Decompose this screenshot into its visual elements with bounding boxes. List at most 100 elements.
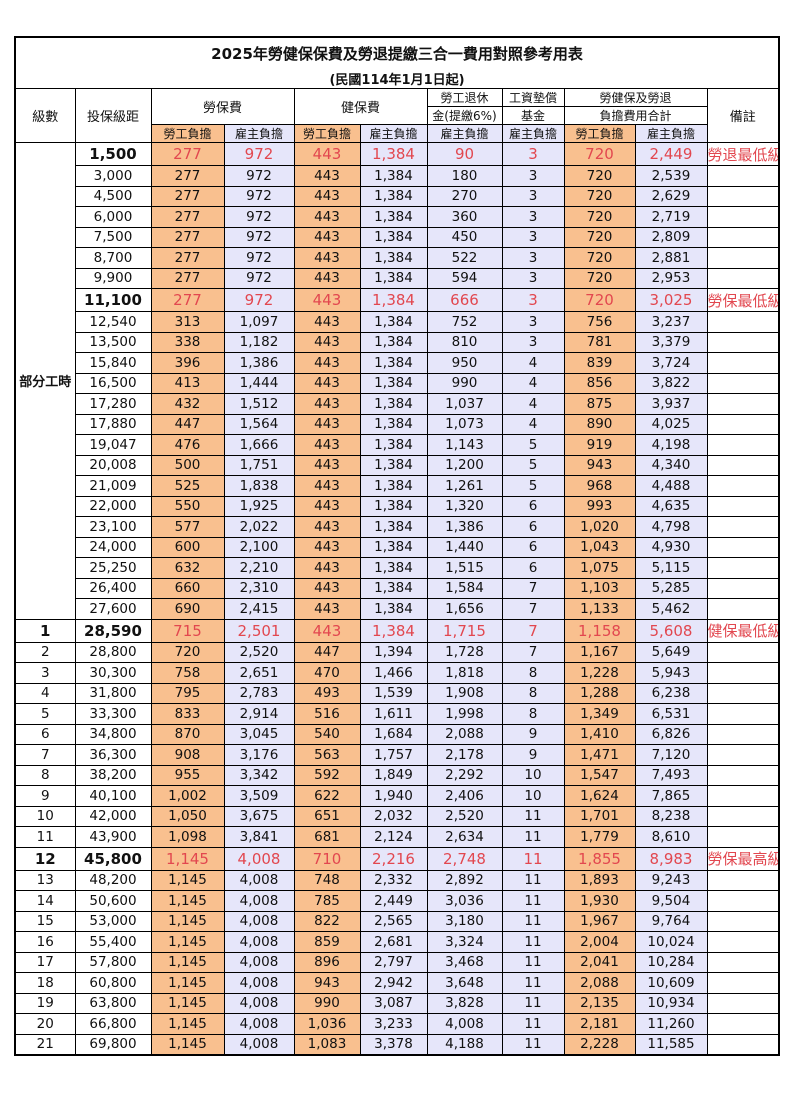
- header-health-worker: 勞工負擔: [293, 124, 361, 143]
- cell-health-employer: 1,394: [359, 641, 428, 663]
- cell-remark: [706, 434, 780, 456]
- header-insured-amount: 投保級距: [74, 88, 152, 143]
- table-title: 2025年勞健保保費及勞退提繳三合一費用對照參考用表: [14, 36, 780, 68]
- cell-health-worker: 443: [293, 393, 361, 415]
- cell-wage-fund-employer: 11: [501, 951, 565, 973]
- cell-labor-worker: 908: [150, 744, 225, 766]
- cell-health-worker: 651: [293, 805, 361, 827]
- cell-pension-employer: 4,188: [426, 1033, 503, 1056]
- cell-pension-employer: 522: [426, 247, 503, 269]
- table-row: 18 60,800 1,145 4,008 943 2,942 3,648 11 2,088 10…: [14, 972, 780, 994]
- cell-remark: [706, 454, 780, 476]
- cell-remark: 勞保最低級距: [706, 288, 780, 312]
- cell-insured-amount: 48,200: [74, 869, 152, 891]
- table-row: 14 50,600 1,145 4,008 785 2,449 3,036 11 1,930 9,…: [14, 890, 780, 912]
- cell-insured-amount: 66,800: [74, 1013, 152, 1035]
- cell-health-employer: 1,849: [359, 764, 428, 786]
- cell-remark: [706, 1033, 780, 1056]
- header-wage-fund-employer: 雇主負擔: [501, 124, 565, 143]
- cell-pension-employer: 666: [426, 288, 503, 312]
- cell-health-worker: 443: [293, 557, 361, 579]
- cell-total-employer: 11,260: [634, 1013, 708, 1035]
- table-row: 21,009 525 1,838 443 1,384 1,261 5 968 4,488: [15, 475, 780, 497]
- cell-wage-fund-employer: 11: [501, 910, 565, 932]
- table-row: 17 57,800 1,145 4,008 896 2,797 3,468 11 2,041 10…: [14, 951, 780, 973]
- cell-insured-amount: 19,047: [74, 434, 152, 456]
- cell-labor-employer: 972: [223, 247, 295, 269]
- cell-labor-employer: 1,512: [223, 393, 295, 415]
- cell-labor-employer: 4,008: [223, 951, 295, 973]
- cell-wage-fund-employer: 11: [501, 846, 565, 871]
- cell-wage-fund-employer: 10: [501, 764, 565, 786]
- table-row: 17,280 432 1,512 443 1,384 1,037 4 875 3,937: [15, 393, 780, 415]
- cell-health-employer: 2,942: [359, 972, 428, 994]
- cell-insured-amount: 20,008: [74, 454, 152, 476]
- cell-labor-worker: 313: [150, 311, 225, 333]
- cell-total-worker: 1,701: [563, 805, 636, 827]
- cell-wage-fund-employer: 7: [501, 641, 565, 663]
- cell-health-employer: 3,233: [359, 1013, 428, 1035]
- cell-health-employer: 1,384: [359, 165, 428, 187]
- premium-table: 2025年勞健保保費及勞退提繳三合一費用對照參考用表 (民國114年1月1日起)…: [14, 36, 781, 1056]
- table-row: 12 45,800 1,145 4,008 710 2,216 2,748 11 1,855 8,…: [14, 846, 780, 871]
- table-row: 15 53,000 1,145 4,008 822 2,565 3,180 11 1,967 9,…: [14, 910, 780, 932]
- cell-level: 21: [14, 1033, 76, 1056]
- cell-remark: [706, 805, 780, 827]
- cell-labor-employer: 1,564: [223, 413, 295, 435]
- table-row: 20 66,800 1,145 4,008 1,036 3,233 4,008 11 2,181…: [14, 1013, 780, 1035]
- cell-labor-employer: 1,666: [223, 434, 295, 456]
- cell-insured-amount: 1,500: [74, 142, 152, 166]
- cell-health-employer: 1,384: [359, 311, 428, 333]
- cell-labor-worker: 476: [150, 434, 225, 456]
- cell-labor-worker: 660: [150, 577, 225, 599]
- cell-health-employer: 1,384: [359, 393, 428, 415]
- cell-remark: [706, 247, 780, 269]
- cell-wage-fund-employer: 11: [501, 826, 565, 848]
- cell-level: 11: [14, 826, 76, 848]
- cell-labor-worker: 1,145: [150, 890, 225, 912]
- cell-health-employer: 1,384: [359, 247, 428, 269]
- cell-health-employer: 1,384: [359, 267, 428, 289]
- cell-insured-amount: 7,500: [74, 226, 152, 248]
- cell-wage-fund-employer: 11: [501, 931, 565, 953]
- cell-remark: [706, 931, 780, 953]
- table-row: 21 69,800 1,145 4,008 1,083 3,378 4,188 11 2,228…: [14, 1033, 780, 1056]
- cell-total-employer: 8,238: [634, 805, 708, 827]
- cell-total-worker: 1,158: [563, 618, 636, 643]
- cell-health-employer: 1,684: [359, 723, 428, 745]
- cell-remark: [706, 890, 780, 912]
- cell-labor-employer: 3,509: [223, 785, 295, 807]
- cell-total-employer: 10,024: [634, 931, 708, 953]
- cell-total-employer: 2,539: [634, 165, 708, 187]
- cell-insured-amount: 6,000: [74, 206, 152, 228]
- cell-health-employer: 1,384: [359, 142, 428, 166]
- cell-wage-fund-employer: 4: [501, 352, 565, 374]
- cell-total-employer: 5,943: [634, 662, 708, 684]
- table-row: 5 33,300 833 2,914 516 1,611 1,998 8 1,349 6,531: [14, 703, 780, 725]
- cell-labor-worker: 447: [150, 413, 225, 435]
- header-health-insurance: 健保費: [293, 88, 428, 125]
- cell-labor-worker: 1,145: [150, 992, 225, 1014]
- cell-wage-fund-employer: 9: [501, 723, 565, 745]
- table-row: 16 55,400 1,145 4,008 859 2,681 3,324 11 2,004 10…: [14, 931, 780, 953]
- cell-total-worker: 856: [563, 372, 636, 394]
- cell-pension-employer: 1,386: [426, 516, 503, 538]
- cell-remark: [706, 1013, 780, 1035]
- cell-labor-employer: 972: [223, 206, 295, 228]
- cell-total-employer: 2,953: [634, 267, 708, 289]
- table-row: 1 28,590 715 2,501 443 1,384 1,715 7 1,158 5,608 健…: [14, 618, 780, 643]
- cell-health-worker: 990: [293, 992, 361, 1014]
- cell-wage-fund-employer: 3: [501, 288, 565, 312]
- cell-remark: [706, 475, 780, 497]
- cell-total-worker: 968: [563, 475, 636, 497]
- cell-pension-employer: 2,520: [426, 805, 503, 827]
- cell-pension-employer: 3,468: [426, 951, 503, 973]
- header-labor-insurance: 勞保費: [150, 88, 295, 125]
- cell-insured-amount: 42,000: [74, 805, 152, 827]
- cell-labor-worker: 1,145: [150, 910, 225, 932]
- cell-labor-employer: 4,008: [223, 846, 295, 871]
- table-row: 22,000 550 1,925 443 1,384 1,320 6 993 4,635: [15, 495, 780, 517]
- cell-wage-fund-employer: 3: [501, 206, 565, 228]
- cell-labor-worker: 277: [150, 288, 225, 312]
- cell-total-worker: 2,041: [563, 951, 636, 973]
